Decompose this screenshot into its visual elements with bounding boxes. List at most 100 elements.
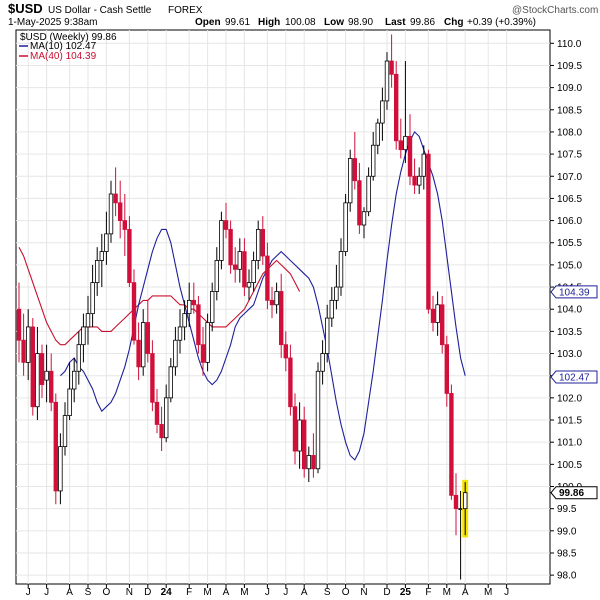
candle-body-up (169, 367, 173, 398)
y-tick-label: 103.5 (557, 327, 582, 338)
y-tick-label: 99.5 (557, 504, 577, 515)
candle-body-down (270, 300, 274, 304)
candle-body-up (463, 493, 467, 509)
x-tick-label: F (186, 587, 192, 598)
y-tick-label: 104.0 (557, 305, 582, 316)
candle-body-up (325, 318, 329, 353)
price-tag-label: 104.39 (559, 287, 590, 298)
candle-body-down (413, 176, 417, 185)
candle (450, 385, 454, 500)
candle-body-up (63, 416, 67, 447)
candle-body-up (348, 159, 352, 203)
candle-body-down (312, 455, 316, 468)
candle-body-down (440, 305, 444, 345)
candle-body-down (450, 393, 454, 495)
candle-body-down (31, 327, 35, 407)
high-label: High (258, 17, 280, 28)
candle-body-up (82, 327, 86, 345)
candle-body-up (316, 371, 320, 469)
candle-body-up (339, 252, 343, 287)
y-tick-label: 101.0 (557, 438, 582, 449)
x-tick-label: N (126, 587, 133, 598)
candle-body-down (266, 256, 270, 300)
chg-value: +0.39 (+0.39%) (467, 17, 536, 28)
candle-body-down (358, 181, 362, 225)
candle-body-up (385, 61, 389, 101)
candle (440, 296, 444, 354)
y-tick-label: 108.0 (557, 127, 582, 138)
candle-body-up (307, 455, 311, 468)
x-tick-label: F (425, 587, 431, 598)
x-tick-label: O (103, 587, 111, 598)
y-tick-label: 98.0 (557, 571, 577, 582)
x-tick-label: M (443, 587, 451, 598)
x-tick-label: S (324, 587, 331, 598)
candle-body-up (367, 176, 371, 211)
candle-body-down (289, 358, 293, 407)
candle-body-up (86, 314, 90, 327)
symbol-title: $USD (8, 1, 43, 16)
candle-body-up (36, 354, 40, 407)
candle-body-up (335, 287, 339, 300)
y-tick-label: 105.0 (557, 260, 582, 271)
candle-body-up (344, 203, 348, 252)
candle-body-up (183, 314, 187, 327)
candle-body-up (59, 447, 63, 491)
candle (462, 480, 468, 538)
candle-body-up (422, 154, 426, 176)
candle-body-down (454, 495, 458, 508)
x-tick-label: J (26, 587, 31, 598)
candle-body-down (114, 194, 118, 203)
candle-body-up (164, 398, 168, 438)
price-tag: 102.47 (551, 371, 597, 384)
candle-body-down (233, 265, 237, 269)
candle-body-up (26, 327, 30, 362)
candle-body-up (330, 300, 334, 318)
candle-body-down (431, 309, 435, 322)
candle-body-down (353, 159, 357, 181)
candle-body-up (362, 212, 366, 225)
y-tick-label: 107.0 (557, 172, 582, 183)
last-value: 99.86 (410, 17, 435, 28)
candle-body-down (224, 221, 228, 230)
candle-body-down (408, 136, 412, 176)
candle-body-up (417, 176, 421, 185)
candle (316, 362, 320, 473)
candle-body-down (40, 354, 44, 385)
y-tick-label: 98.5 (557, 548, 577, 559)
y-tick-label: 100.5 (557, 460, 582, 471)
date-line: 1-May-2025 9:38am (8, 17, 98, 28)
candle-body-up (220, 221, 224, 261)
candle-body-up (174, 340, 178, 367)
x-tick-label: A (301, 587, 308, 598)
open-label: Open (195, 17, 221, 28)
last-label: Last (385, 17, 406, 28)
candle (197, 296, 201, 354)
candle-body-up (141, 323, 145, 367)
y-tick-label: 102.0 (557, 393, 582, 404)
candle-body-down (201, 345, 205, 363)
low-value: 98.90 (348, 17, 373, 28)
y-tick-label: 109.5 (557, 61, 582, 72)
candle-body-down (128, 229, 132, 282)
candle-body-up (371, 145, 375, 176)
y-tick-label: 105.5 (557, 238, 582, 249)
candle-body-down (279, 291, 283, 344)
candle (385, 52, 389, 110)
y-tick-label: 106.5 (557, 194, 582, 205)
y-tick-label: 99.0 (557, 526, 577, 537)
candle-body-down (284, 345, 288, 358)
candle-body-up (178, 327, 182, 340)
candle-body-up (321, 354, 325, 372)
open-value: 99.61 (225, 17, 250, 28)
candle-body-up (187, 300, 191, 313)
candle (31, 318, 35, 416)
candle-body-up (100, 252, 104, 261)
candle-body-down (132, 283, 136, 341)
price-tag-label: 102.47 (559, 373, 590, 384)
candle-body-down (22, 340, 26, 362)
candle-body-down (390, 61, 394, 74)
chg-label: Chg (444, 17, 463, 28)
candle-body-down (160, 424, 164, 437)
